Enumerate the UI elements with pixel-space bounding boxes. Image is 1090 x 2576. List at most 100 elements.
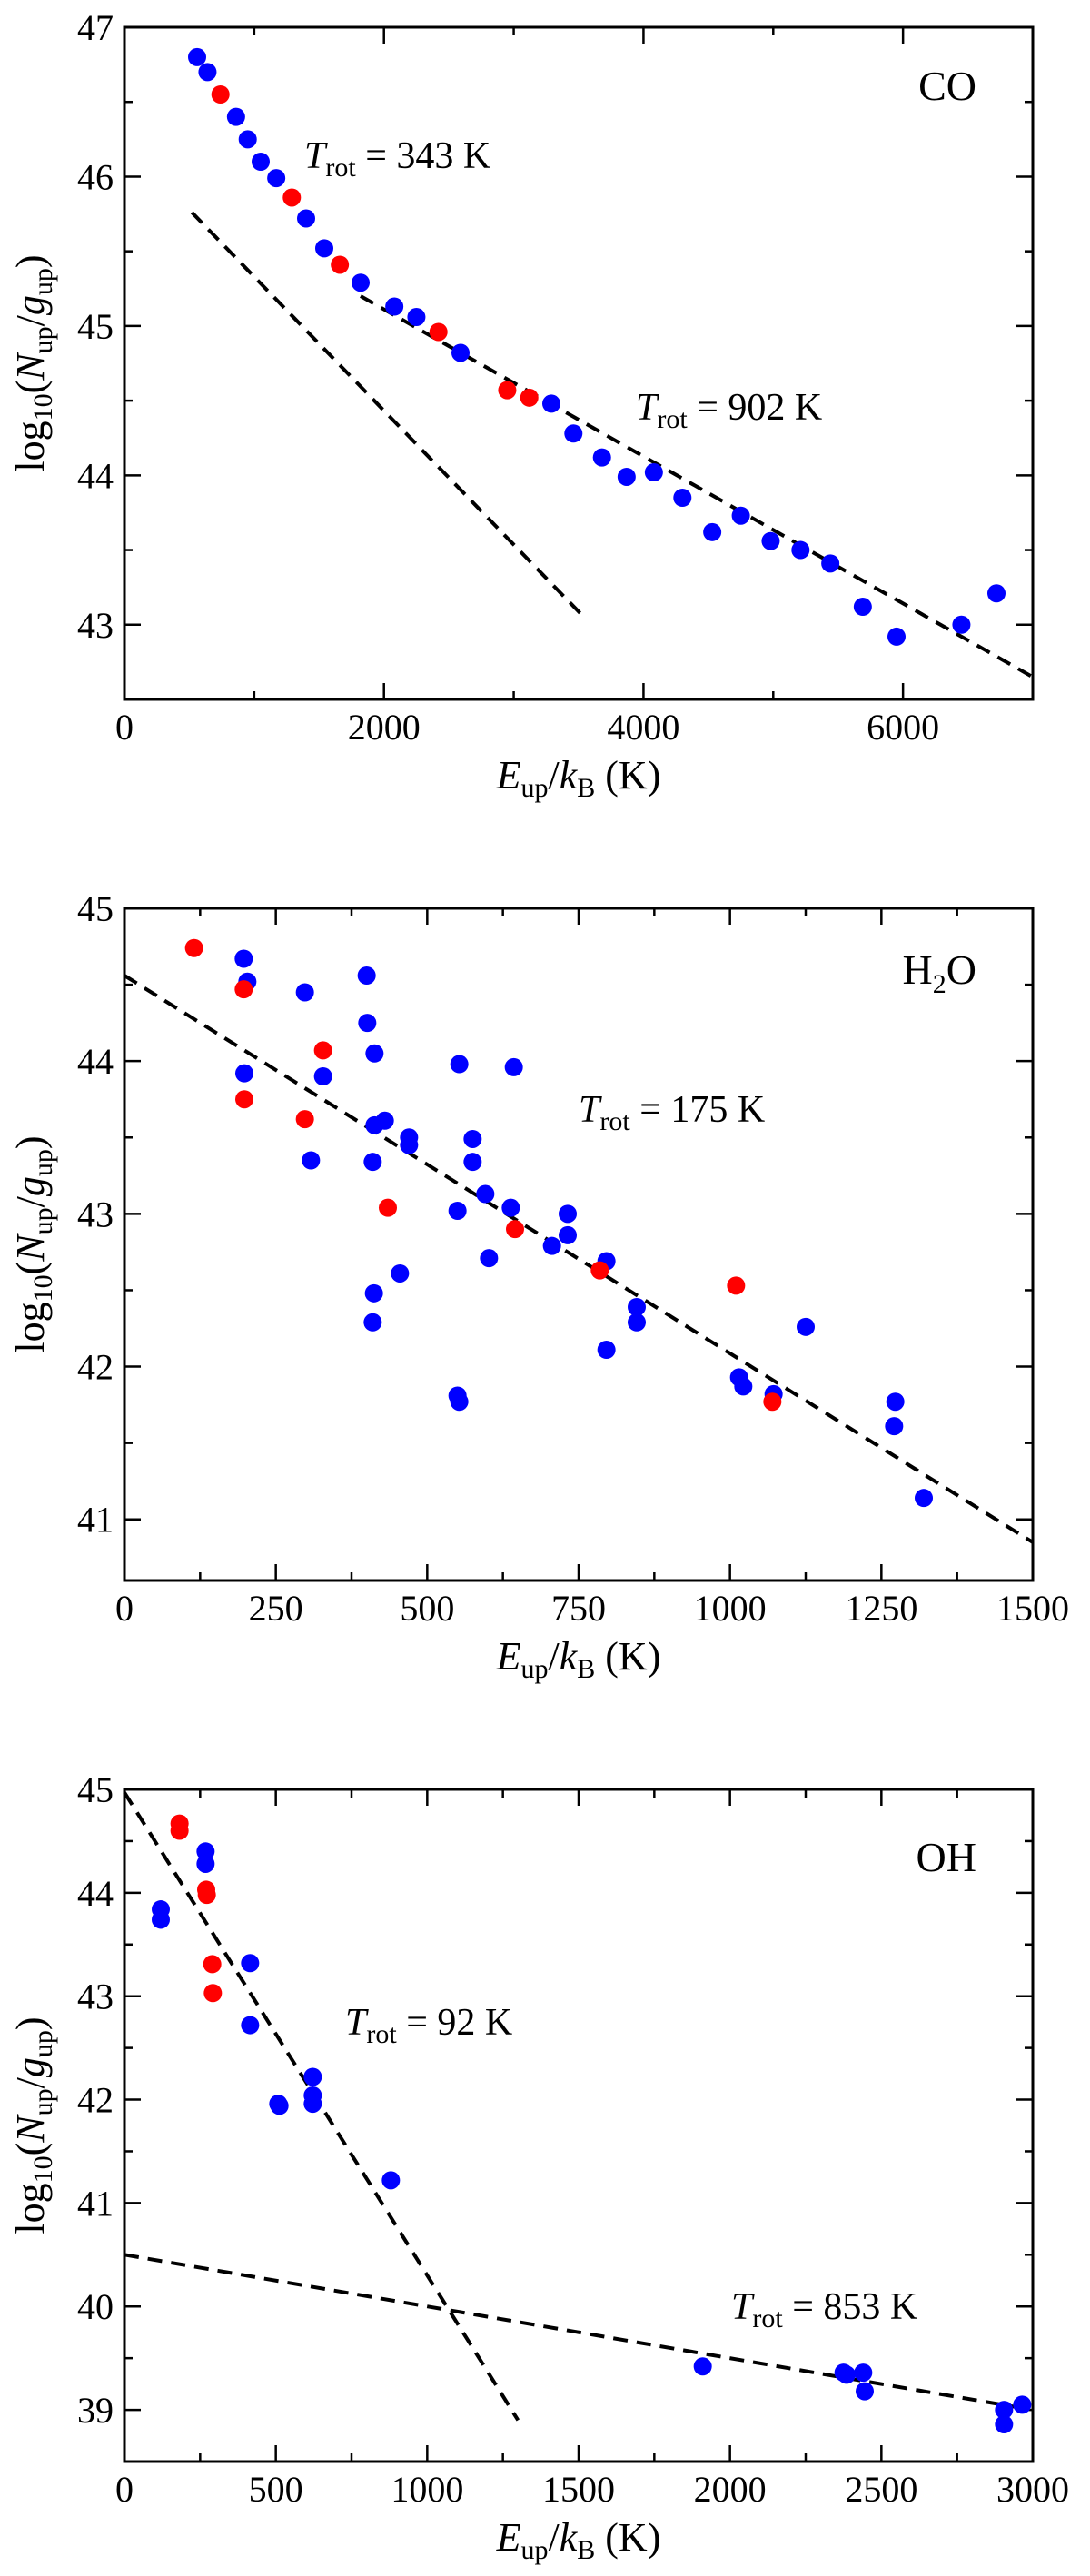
- x-tick-label: 1000: [694, 1588, 767, 1629]
- data-point-red: [184, 938, 203, 957]
- x-axis-label-k: k: [560, 2515, 579, 2560]
- fit-label-subscript: rot: [366, 2019, 397, 2049]
- y-axis-label-sub: up: [28, 2088, 58, 2115]
- data-point-blue: [252, 153, 270, 171]
- data-point-blue: [400, 1135, 419, 1154]
- y-tick-label: 40: [77, 2286, 114, 2327]
- data-point-blue: [542, 1236, 561, 1255]
- data-point-blue: [952, 615, 971, 634]
- data-point-blue: [241, 2016, 260, 2035]
- fit-line: [190, 211, 583, 616]
- fit-label-value: = 92 K: [397, 2002, 513, 2044]
- x-tick-label: 1500: [996, 1588, 1069, 1629]
- y-tick-label: 44: [77, 1041, 114, 1082]
- data-point-blue: [450, 1392, 469, 1412]
- data-point-blue: [837, 2365, 856, 2384]
- y-axis-label: log10(Nup/gup): [8, 2016, 58, 2234]
- species-label-base: OH: [917, 1834, 976, 1880]
- y-tick-label: 44: [77, 455, 114, 496]
- y-axis-label-log: log: [8, 1302, 53, 1352]
- data-point-red: [379, 1198, 397, 1217]
- data-point-blue: [407, 308, 426, 327]
- data-point-red: [235, 1090, 253, 1109]
- x-tick-label: 500: [249, 2469, 303, 2510]
- data-point-blue: [628, 1313, 646, 1332]
- x-axis-label-e: E: [496, 2515, 521, 2560]
- y-tick-label: 42: [77, 2080, 114, 2121]
- data-point-blue: [734, 1377, 753, 1396]
- species-label-subscript: 2: [933, 969, 946, 999]
- fit-label-symbol: T: [579, 1089, 602, 1131]
- data-point-blue: [235, 1064, 253, 1083]
- x-tick-label: 1250: [845, 1588, 917, 1629]
- y-axis-label-sub2: up: [28, 1149, 58, 1176]
- data-point-blue: [448, 1202, 467, 1220]
- data-point-blue: [995, 2401, 1014, 2420]
- data-point-blue: [241, 1954, 260, 1973]
- x-tick-label: 500: [400, 1588, 454, 1629]
- data-point-blue: [375, 1111, 394, 1130]
- data-point-blue: [188, 47, 206, 66]
- y-axis-label-log: log: [8, 421, 53, 471]
- data-point-blue: [628, 1297, 646, 1316]
- species-label: H2O: [903, 946, 976, 999]
- species-label: OH: [917, 1834, 976, 1880]
- data-point-blue: [501, 1198, 520, 1217]
- y-tick-label: 41: [77, 2183, 114, 2224]
- data-point-blue: [644, 463, 663, 482]
- data-point-blue: [297, 209, 315, 228]
- data-point-blue: [915, 1489, 933, 1508]
- y-tick-label: 46: [77, 156, 114, 197]
- fit-line: [360, 294, 1034, 679]
- x-axis-label-e: E: [496, 753, 521, 798]
- x-tick-label: 3000: [996, 2469, 1069, 2510]
- fit-label-symbol: T: [731, 2286, 755, 2328]
- data-point-blue: [391, 1263, 410, 1283]
- y-tick-label: 43: [77, 605, 114, 646]
- y-axis-label-slash: /: [8, 2076, 53, 2088]
- data-point-blue: [886, 1392, 905, 1412]
- x-tick-label: 1500: [542, 2469, 615, 2510]
- data-point-red: [506, 1220, 524, 1239]
- x-axis-label-unit: (K): [595, 753, 660, 798]
- y-tick-label: 45: [77, 1769, 114, 1810]
- x-axis-label-k: k: [560, 753, 579, 798]
- data-point-blue: [363, 1313, 382, 1332]
- x-axis-label-unit: (K): [595, 1634, 660, 1679]
- x-axis-label-sub2: B: [577, 773, 595, 803]
- data-point-blue: [363, 1153, 382, 1172]
- data-point-red: [520, 388, 539, 407]
- x-axis-label-sub: up: [521, 1654, 549, 1684]
- data-point-blue: [1013, 2395, 1032, 2414]
- x-axis-label-sub2: B: [577, 2535, 595, 2565]
- data-point-blue: [887, 627, 906, 646]
- y-tick-label: 43: [77, 1977, 114, 2017]
- data-point-blue: [987, 584, 1006, 603]
- y-axis-label-open: (: [8, 381, 53, 394]
- x-tick-label: 2000: [694, 2469, 767, 2510]
- data-point-blue: [357, 966, 376, 985]
- fit-label: Trot = 175 K: [579, 1089, 765, 1136]
- plot-frame: [123, 907, 1035, 1582]
- species-label-tail: O: [946, 946, 976, 993]
- data-point-blue: [196, 1842, 215, 1861]
- data-point-blue: [791, 540, 810, 560]
- x-axis-label-unit: (K): [595, 2515, 660, 2560]
- y-tick-label: 41: [77, 1500, 114, 1541]
- x-axis-label-k: k: [560, 1634, 579, 1679]
- data-point-blue: [476, 1184, 495, 1204]
- y-axis-label-close: ): [8, 1135, 53, 1149]
- data-point-blue: [226, 107, 245, 126]
- y-tick-label: 39: [77, 2390, 114, 2431]
- data-point-blue: [821, 554, 840, 573]
- y-axis-label-n: N: [8, 352, 53, 381]
- fit-line: [123, 1791, 520, 2422]
- data-point-blue: [703, 522, 722, 541]
- fit-label-symbol: T: [636, 387, 659, 429]
- fit-label: Trot = 853 K: [731, 2286, 917, 2333]
- data-point-blue: [385, 297, 404, 316]
- x-tick-label: 1000: [391, 2469, 463, 2510]
- y-axis-label-close: ): [8, 2016, 53, 2030]
- data-point-blue: [617, 467, 636, 486]
